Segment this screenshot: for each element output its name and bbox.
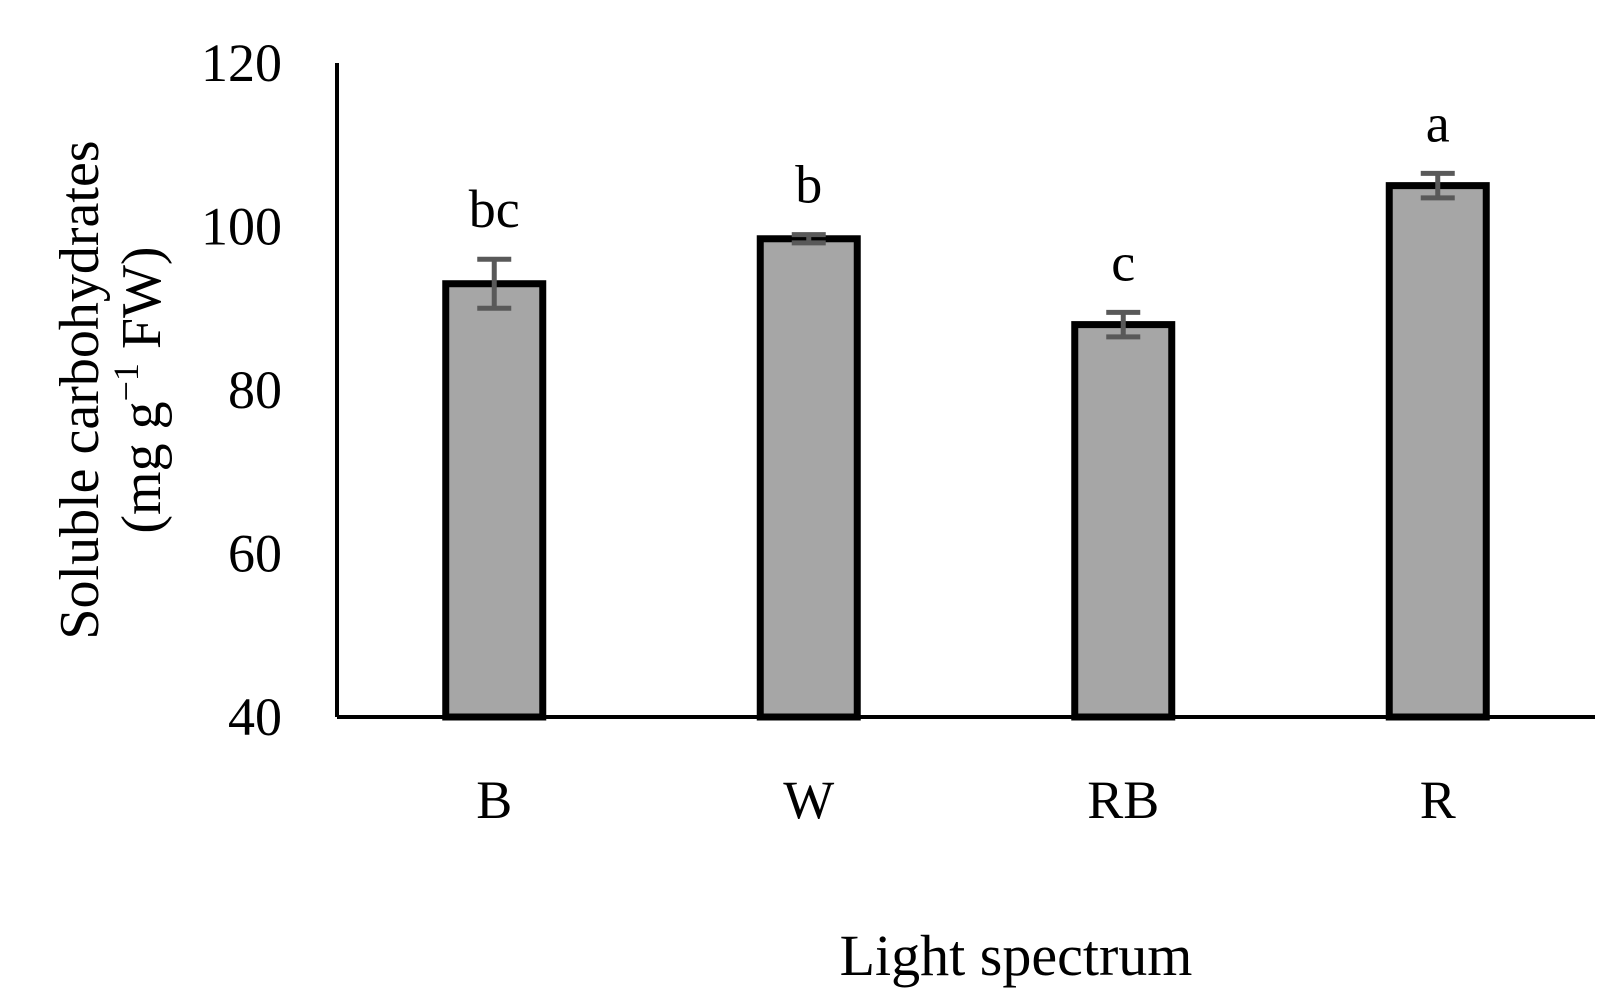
bar-w [756, 235, 861, 721]
significance-label-rb: c [1111, 232, 1135, 292]
error-bar-b [477, 256, 512, 311]
error-bar-rb [1106, 309, 1141, 340]
y-tick-label: 100 [201, 197, 282, 257]
error-bars-layer [477, 170, 1455, 340]
y-tick-label: 120 [201, 33, 282, 93]
y-unit-suffix: FW) [111, 246, 173, 363]
x-axis-title: Light spectrum [840, 923, 1193, 988]
bar-b [442, 280, 547, 721]
y-unit-superscript: −1 [106, 363, 146, 401]
x-tick-label-w: W [783, 770, 834, 830]
y-unit-prefix: (mg g [111, 401, 173, 533]
bar-rb [1071, 321, 1176, 721]
x-tick-label-b: B [476, 770, 512, 830]
significance-labels: bc bca [469, 93, 1450, 292]
y-tick-labels: 40 60 80 100 120 [201, 33, 282, 747]
x-tick-label-r: R [1420, 770, 1456, 830]
bars-layer [442, 182, 1490, 721]
y-tick-label: 40 [228, 687, 282, 747]
bar-r [1385, 182, 1490, 721]
significance-label-w: b [795, 155, 822, 215]
y-tick-label: 80 [228, 360, 282, 420]
x-tick-labels: B W RB R [476, 770, 1456, 830]
y-axis-title: Soluble carbohydrates (mg g−1 FW) [49, 140, 173, 639]
y-axis-title-line2: (mg g−1 FW) [106, 246, 173, 533]
error-bar-r [1420, 170, 1455, 201]
error-bar-w [791, 232, 826, 246]
x-tick-label-rb: RB [1087, 770, 1159, 830]
significance-label-r: a [1426, 93, 1450, 153]
y-tick-label: 60 [228, 524, 282, 584]
significance-label-b: bc [469, 179, 520, 239]
y-axis-title-line1: Soluble carbohydrates [49, 140, 111, 639]
